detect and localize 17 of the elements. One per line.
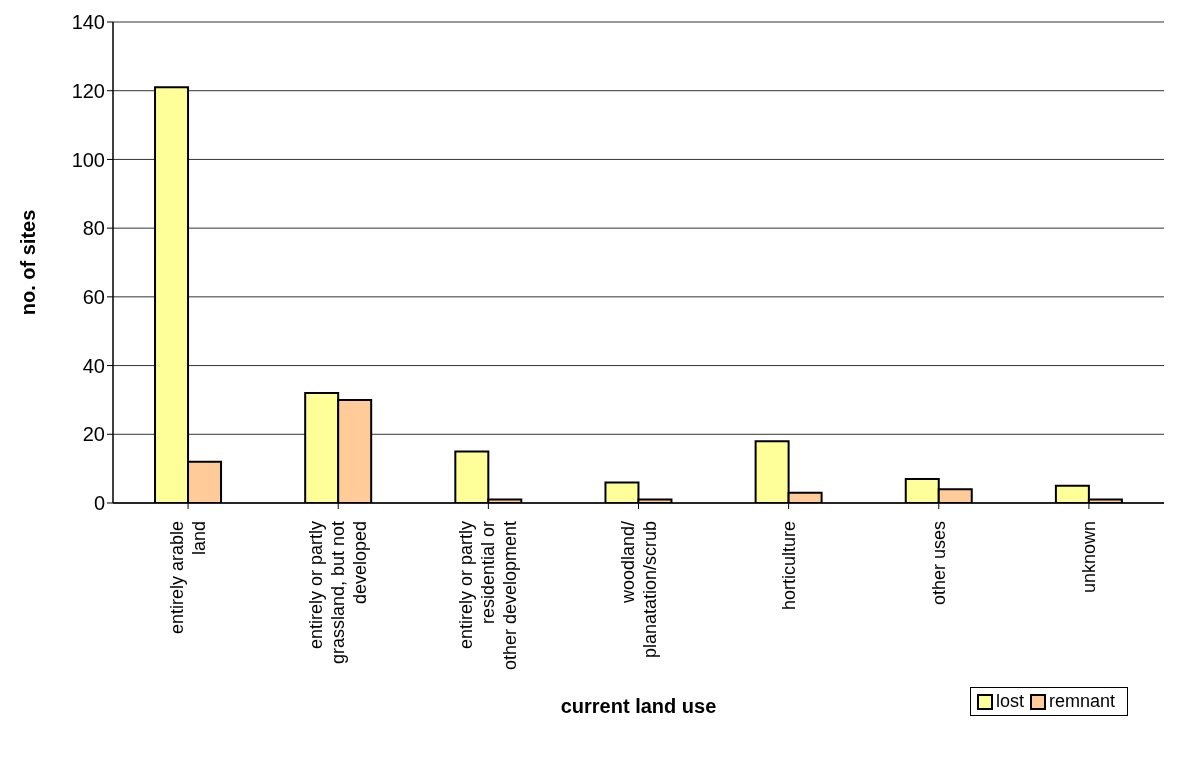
x-tick-label: unknown [1078, 521, 1099, 594]
y-tick-label: 60 [82, 285, 105, 308]
y-tick-label: 100 [71, 148, 105, 171]
x-tick-label: entirely arable land [167, 521, 210, 635]
x-tick-label: other uses [928, 521, 949, 606]
x-tick-label: horticulture [778, 521, 799, 611]
y-tick-label: 80 [82, 217, 105, 240]
y-tick-label: 120 [71, 79, 105, 102]
y-tick-label: 20 [82, 423, 105, 446]
legend-label: remnant [1047, 691, 1115, 712]
x-axis-title: current land use [560, 695, 717, 717]
y-tick-label: 0 [93, 492, 105, 515]
y-tick-label: 40 [82, 354, 105, 377]
y-axis-title: no. of sites [17, 209, 40, 316]
legend-label: lost [994, 691, 1024, 712]
y-tick-label: 140 [71, 11, 105, 34]
x-tick-label: entirely or partly grassland, but not developed [306, 521, 371, 665]
